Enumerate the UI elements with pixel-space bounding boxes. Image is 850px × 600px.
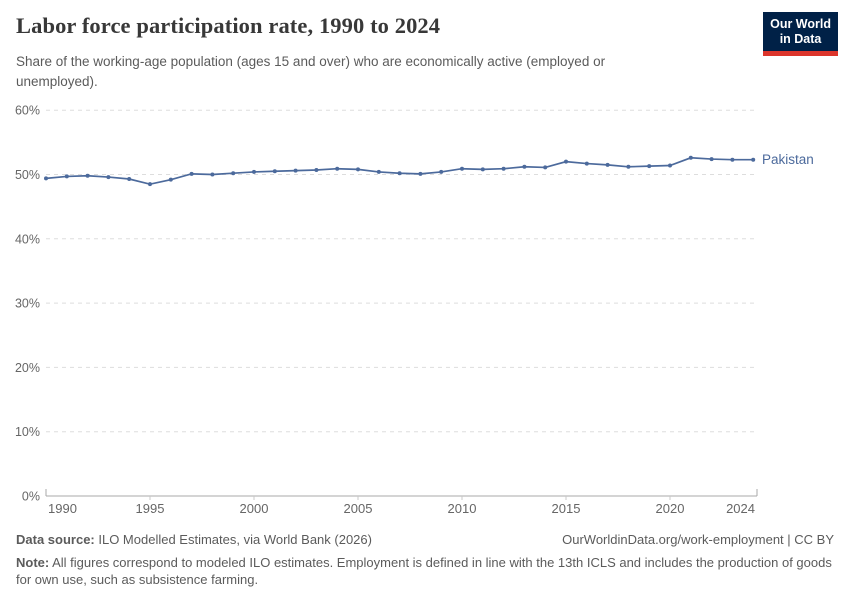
owid-logo-line2: in Data (779, 32, 822, 46)
data-point-marker (688, 155, 693, 160)
data-point-marker (314, 167, 319, 172)
data-point-marker (85, 173, 90, 178)
data-point-marker (460, 166, 464, 171)
x-axis-tick-label: 2015 (552, 501, 581, 516)
line-chart: 0% 10% 20% 30% 40% 50% 60% 1990 1995 2000 2005 2010… (0, 95, 850, 525)
x-axis-tick-label: 2000 (240, 501, 269, 516)
data-source-text: ILO Modelled Estimates, via World Bank (… (94, 532, 372, 547)
data-source: Data source: ILO Modelled Estimates, via… (16, 531, 372, 549)
data-point-marker (626, 164, 631, 169)
data-point-marker (293, 168, 298, 173)
data-point-marker (751, 157, 756, 162)
data-point-marker (397, 171, 402, 176)
data-point-marker (668, 163, 672, 168)
data-point-marker (709, 157, 714, 162)
data-source-label: Data source: (16, 532, 95, 547)
owid-link[interactable]: OurWorldinData.org/work-employment | CC … (562, 532, 834, 547)
note-text: All figures correspond to modeled ILO es… (16, 554, 832, 588)
data-point-marker (210, 172, 215, 177)
y-axis-tick-label: 60% (15, 104, 40, 118)
data-point-marker (543, 165, 548, 170)
y-axis-tick-label: 0% (22, 490, 40, 504)
data-point-marker (730, 157, 735, 162)
data-point-marker (522, 164, 527, 169)
x-axis-tick-label: 2024 (726, 501, 755, 516)
y-axis-tick-label: 10% (15, 425, 40, 439)
x-axis-tick-label: 2010 (448, 501, 477, 516)
data-point-marker (106, 175, 111, 180)
x-axis-tick-label: 2020 (656, 501, 685, 516)
chart-subtitle: Share of the working-age population (age… (16, 54, 606, 89)
data-point-marker (231, 171, 236, 176)
x-axis-tick-label: 1990 (48, 501, 77, 516)
series-entity-label: Pakistan (762, 152, 814, 167)
data-point-marker (376, 169, 381, 174)
data-point-marker (252, 169, 256, 174)
footer-note: Note: All figures correspond to modeled … (16, 554, 834, 589)
series-line (45, 156, 754, 186)
y-axis-tick-label: 50% (15, 168, 40, 182)
data-point-marker (148, 182, 152, 187)
chart-footer: Data source: ILO Modelled Estimates, via… (16, 531, 834, 589)
data-point-marker (356, 167, 360, 172)
data-point-marker (501, 166, 506, 171)
data-point-marker (439, 169, 444, 174)
data-point-marker (272, 169, 277, 174)
data-point-marker (44, 176, 48, 181)
data-point-marker (335, 166, 340, 171)
x-axis-tick-label: 1995 (136, 501, 165, 516)
data-point-marker (605, 162, 610, 167)
data-point-marker (564, 159, 568, 164)
footer-source-row: Data source: ILO Modelled Estimates, via… (16, 531, 834, 549)
data-point-marker (189, 171, 194, 176)
chart-canvas: 0% 10% 20% 30% 40% 50% 60% 1990 1995 2000 2005 2010… (15, 104, 814, 516)
page-title: Labor force participation rate, 1990 to … (16, 13, 441, 38)
data-point-marker (647, 164, 652, 169)
owid-logo-line1: Our World (770, 17, 831, 31)
y-axis-tick-label: 40% (15, 232, 40, 246)
data-point-marker (64, 174, 69, 179)
data-point-marker (168, 177, 173, 182)
x-axis-tick-label: 2005 (344, 501, 373, 516)
data-point-marker (584, 161, 589, 166)
data-point-marker (480, 167, 485, 172)
y-axis-tick-label: 30% (15, 297, 40, 311)
y-axis-tick-label: 20% (15, 361, 40, 375)
note-label: Note: (16, 554, 50, 570)
data-point-marker (418, 171, 423, 176)
owid-logo: Our World in Data (763, 12, 838, 56)
data-point-marker (127, 177, 132, 182)
